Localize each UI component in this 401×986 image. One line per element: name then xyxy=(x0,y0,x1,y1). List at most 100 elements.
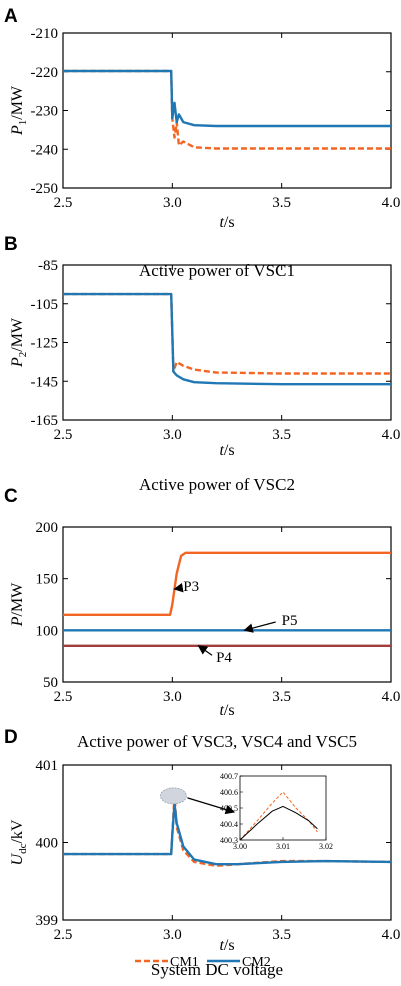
x-axis-label: t/s xyxy=(219,937,234,954)
x-tick-label: 4.0 xyxy=(382,927,401,943)
panel-letter: C xyxy=(4,486,18,507)
inset-series-cm1 xyxy=(239,791,318,841)
annotation-label: P5 xyxy=(282,613,298,629)
plot-frame xyxy=(62,32,392,189)
x-tick-label: 4.0 xyxy=(382,195,401,211)
x-axis-label-main: t xyxy=(219,702,224,719)
series-line-cm2 xyxy=(63,802,391,866)
y-axis-label: Udc/kV xyxy=(9,819,29,865)
panel-B: B 2.5 3.0 3.5 4.0 -85 -105 -125 -145 -165 P2/MW t/s… xyxy=(4,234,400,494)
series-group xyxy=(63,292,391,386)
x-tick-label: 3.5 xyxy=(272,927,291,943)
x-axis-label-main: t xyxy=(219,214,224,231)
annotation-arrow xyxy=(173,582,184,593)
x-tick-label: 2.5 xyxy=(54,195,73,211)
series-line-cm2 xyxy=(63,292,391,386)
x-axis-label-unit: /s xyxy=(224,937,235,954)
x-tick-label: 3.0 xyxy=(163,689,182,705)
y-tick-label: 50 xyxy=(43,675,58,691)
y-tick-label: 150 xyxy=(36,572,59,588)
x-axis-label: t/s xyxy=(219,442,234,459)
legend-label-cm1: CM1 xyxy=(170,955,199,970)
legend-label-cm2: CM2 xyxy=(242,955,271,970)
y-tick-label: 200 xyxy=(36,520,59,536)
x-tick-label: 4.0 xyxy=(382,689,401,705)
x-axis-label: t/s xyxy=(219,702,234,719)
y-axis-label-unit: /MW xyxy=(9,317,26,352)
x-axis-label-unit: /s xyxy=(224,702,235,719)
series-line-cm1 xyxy=(63,292,391,375)
panel-letter: A xyxy=(4,6,18,27)
panel-C: C 2.5 3.0 3.5 4.0 200 150 100 50 P/MW t/s Active po… xyxy=(4,486,400,751)
inset-x-tick-label: 3.02 xyxy=(319,842,333,851)
x-tick-label: 4.0 xyxy=(382,427,401,443)
plot-frame xyxy=(62,264,392,421)
y-axis-label: P2/MW xyxy=(9,317,29,368)
x-tick-label: 3.0 xyxy=(163,927,182,943)
x-tick-label: 3.5 xyxy=(272,689,291,705)
x-tick-label: 3.0 xyxy=(163,427,182,443)
panel-caption: System DC voltage xyxy=(151,960,283,979)
y-axis-label-unit: /kV xyxy=(9,819,26,843)
x-axis-label-main: t xyxy=(219,442,224,459)
y-tick-label: -240 xyxy=(31,142,59,158)
inset-x-tick-label: 3.01 xyxy=(276,842,290,851)
panel-D: D 2.5 3.0 3.5 4.0 401 400 399 Udc/kV t/s System DC… xyxy=(4,727,400,979)
y-tick-label: -210 xyxy=(31,26,59,42)
y-axis-label-unit: /MW xyxy=(9,85,26,120)
x-axis-label-unit: /s xyxy=(224,214,235,231)
y-axis-label-main: U xyxy=(9,852,26,865)
y-tick-label: -145 xyxy=(31,374,59,390)
y-tick-label: 400 xyxy=(36,836,59,852)
inset-y-tick-label: 400.7 xyxy=(220,772,238,781)
y-tick-label: -250 xyxy=(31,181,59,197)
series-group xyxy=(63,794,391,867)
y-axis-label: P/MW xyxy=(9,582,26,627)
annotation-arrow xyxy=(243,621,276,633)
annotation-arrow xyxy=(197,645,213,656)
inset-frame xyxy=(239,775,327,841)
panel-letter: B xyxy=(4,234,18,255)
panel-letter: D xyxy=(4,727,18,748)
annotation-label: P4 xyxy=(216,650,232,666)
y-tick-label: -165 xyxy=(31,413,59,429)
zoom-region-marker xyxy=(160,787,187,805)
y-tick-label: 401 xyxy=(36,758,59,774)
y-axis-label-main: P xyxy=(9,616,26,627)
series-line-cm2 xyxy=(63,69,391,128)
inset-x-tick-label: 3.00 xyxy=(233,842,247,851)
x-axis-label: t/s xyxy=(219,214,234,231)
y-tick-label: -220 xyxy=(31,65,59,81)
y-tick-label: -105 xyxy=(31,297,59,313)
y-axis-label-sub: dc xyxy=(17,843,29,854)
y-axis-label-main: P xyxy=(9,125,26,136)
series-line-cm1 xyxy=(63,69,391,150)
y-axis-label: P1/MW xyxy=(9,85,29,136)
y-tick-label: -85 xyxy=(38,258,58,274)
x-axis-label-main: t xyxy=(219,937,224,954)
inset-y-tick-label: 400.4 xyxy=(220,820,238,829)
y-axis-label-sub: 2 xyxy=(17,352,29,358)
panel-caption: Active power of VSC1 xyxy=(139,261,295,280)
y-axis-label-main: P xyxy=(9,357,26,368)
panel-A: A2.5 3.0 3.5 4.0-210-220-230-240-250P1/MWt/… xyxy=(4,6,400,280)
y-tick-label: 100 xyxy=(36,623,59,639)
series-group xyxy=(63,551,391,647)
y-tick-label: 399 xyxy=(36,913,59,929)
series-line-p3 xyxy=(63,551,391,616)
legend: CM1 CM2 xyxy=(135,955,271,970)
panel-caption: Active power of VSC2 xyxy=(139,475,295,494)
panel-caption: Active power of VSC3, VSC4 and VSC5 xyxy=(77,732,357,751)
inset-y-tick-label: 400.6 xyxy=(220,788,238,797)
plot-frame xyxy=(62,526,392,683)
x-tick-label: 2.5 xyxy=(54,927,73,943)
series-group xyxy=(63,69,391,150)
inset-y-tick-label: 400.3 xyxy=(220,836,238,845)
x-tick-label: 3.5 xyxy=(272,427,291,443)
y-tick-label: -125 xyxy=(31,336,59,352)
zoom-arrow xyxy=(187,797,236,815)
x-tick-label: 2.5 xyxy=(54,427,73,443)
series-line-cm1 xyxy=(63,794,391,867)
